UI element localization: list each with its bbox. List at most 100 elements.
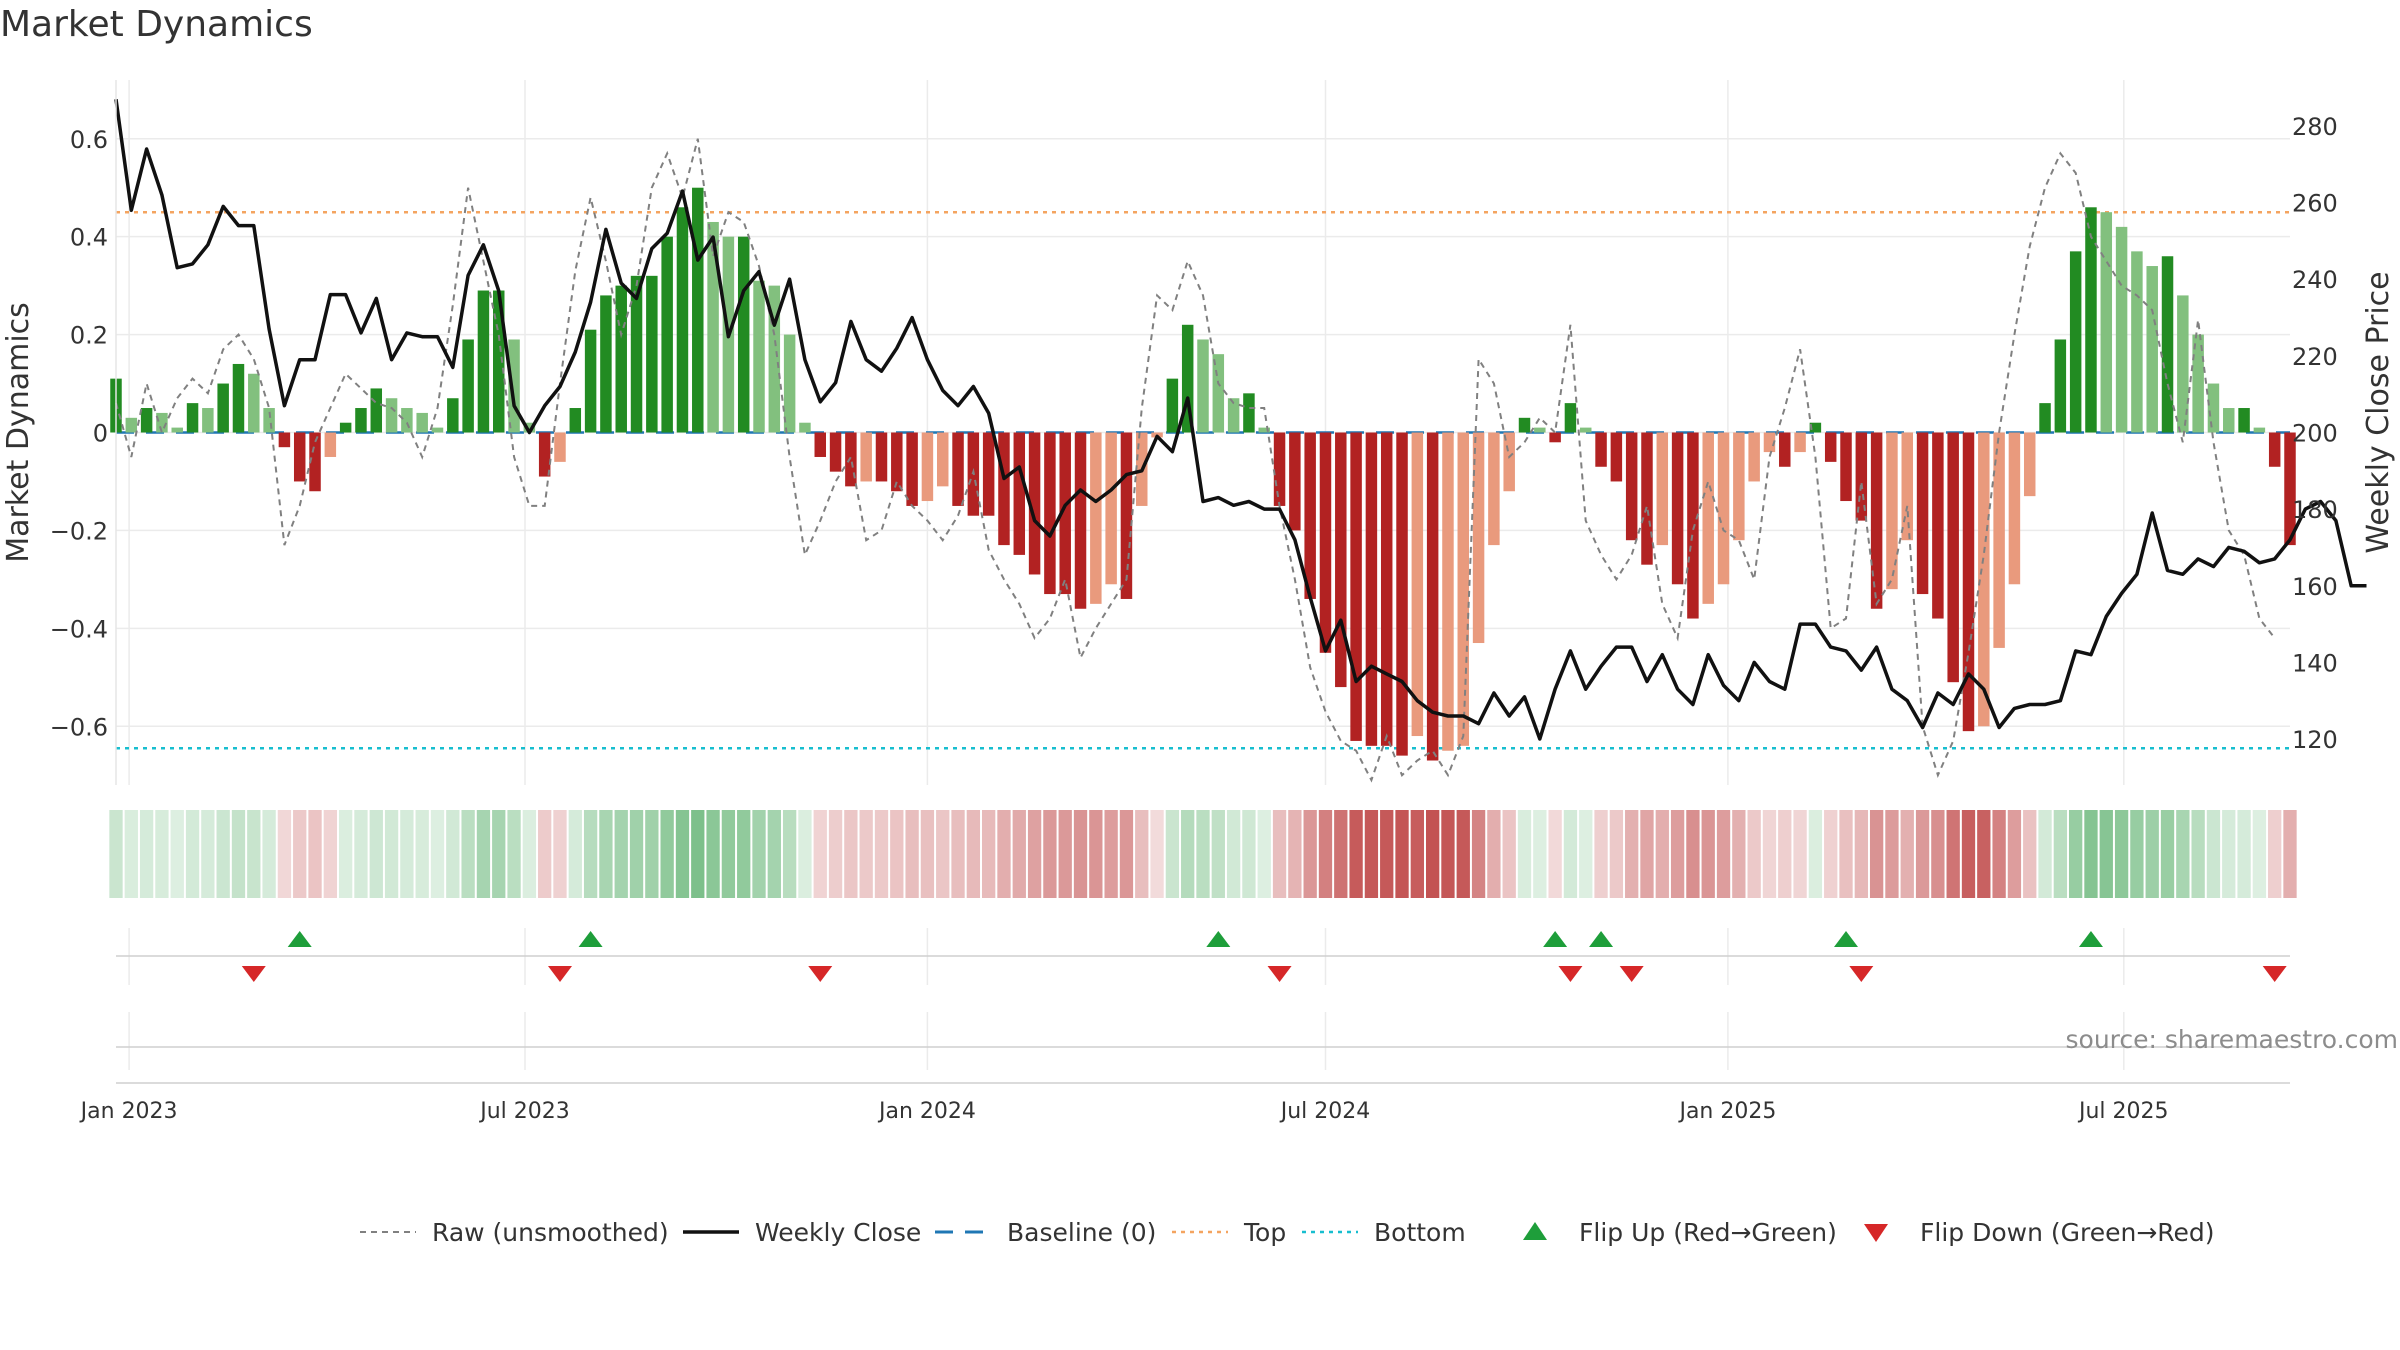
bar <box>799 422 811 433</box>
bar-series <box>110 187 2296 761</box>
regime-cell <box>1303 810 1317 898</box>
regime-cell <box>308 810 322 898</box>
bar <box>982 432 995 516</box>
regime-cell <box>1150 810 1164 898</box>
bar <box>538 432 551 477</box>
left-tick-label: −0.4 <box>50 615 108 643</box>
legend-swatch <box>1864 1224 1888 1242</box>
bar <box>263 408 275 433</box>
bar <box>523 422 536 433</box>
bar <box>1166 378 1179 433</box>
legend-item-triangle-down: Flip Down (Green→Red) <box>1864 1218 2215 1247</box>
regime-cell <box>2237 810 2251 898</box>
regime-cell <box>951 810 965 898</box>
bar <box>156 412 168 433</box>
raw-series <box>115 138 2276 783</box>
axes: 0.6 0.4 0.2 0 −0.2 −0.4 −0.6 280 260 240 220 200 180… <box>1 80 2396 785</box>
bar <box>278 432 291 448</box>
legend-item-dashed-blue: Baseline (0) <box>935 1218 1156 1247</box>
bar <box>554 432 566 462</box>
bar <box>508 339 520 433</box>
flip-up-marker <box>1589 931 1614 947</box>
regime-cell <box>247 810 261 898</box>
legend-item-dashed-gray: Raw (unsmoothed) <box>360 1218 669 1247</box>
regime-cell <box>507 810 521 898</box>
bar <box>1580 427 1592 433</box>
regime-cell <box>538 810 552 898</box>
bar <box>661 236 673 433</box>
bar <box>2238 408 2250 433</box>
regime-cell <box>124 810 138 898</box>
legend-item-dotted-orange: Top <box>1172 1218 1286 1247</box>
right-tick-label: 220 <box>2292 343 2338 371</box>
left-tick-label: 0.2 <box>70 322 108 350</box>
bar <box>416 412 428 433</box>
regime-cell <box>844 810 858 898</box>
bar <box>998 432 1010 546</box>
regime-cell <box>201 810 215 898</box>
regime-cell <box>2176 810 2190 898</box>
weekly-close-line <box>114 98 2367 741</box>
x-axis: Jan 2023 Jul 2023 Jan 2024 Jul 2024 Jan 2025… <box>79 1046 2290 1124</box>
bar <box>232 363 245 433</box>
bar <box>1258 427 1270 433</box>
bar <box>569 408 582 433</box>
bar <box>1411 432 1424 737</box>
regime-cell <box>997 810 1011 898</box>
flip-up-marker <box>2078 931 2103 947</box>
legend: Raw (unsmoothed) Weekly Close Baseline (0)… <box>360 1218 2215 1247</box>
regime-cell <box>1517 810 1532 898</box>
bar <box>1702 432 1714 604</box>
regime-cell <box>752 810 766 898</box>
regime-cell <box>782 810 797 898</box>
regime-cell <box>1992 810 2006 898</box>
regime-cell <box>1257 810 1271 898</box>
regime-cell <box>1058 810 1072 898</box>
regime-cell <box>1686 810 1700 898</box>
bar <box>1794 432 1806 453</box>
flip-down-marker <box>241 966 266 982</box>
bar <box>2253 427 2266 433</box>
regime-cell <box>1471 810 1486 898</box>
bar <box>202 408 214 433</box>
regime-cell <box>293 810 307 898</box>
regime-cell <box>721 810 736 898</box>
right-tick-label: 200 <box>2292 420 2338 448</box>
bar <box>921 432 934 502</box>
bar <box>1610 432 1623 482</box>
bar <box>125 417 138 433</box>
bar <box>1978 432 1990 727</box>
bar <box>1534 427 1546 433</box>
regime-cell <box>1165 810 1180 898</box>
close-series <box>114 98 2367 741</box>
right-tick-label: 140 <box>2292 649 2338 677</box>
bar <box>1105 432 1117 585</box>
bar <box>2207 383 2220 433</box>
bar <box>1013 432 1026 555</box>
bar <box>1886 432 1898 590</box>
regime-cell <box>216 810 230 898</box>
bar <box>2146 266 2158 433</box>
regime-cell <box>1732 810 1746 898</box>
regime-cell <box>1579 810 1593 898</box>
regime-cell <box>1242 810 1256 898</box>
bar <box>707 221 719 433</box>
bar <box>309 432 321 492</box>
bar <box>1488 432 1500 546</box>
bar <box>692 187 704 433</box>
bar <box>2284 432 2296 546</box>
bar <box>1028 432 1041 575</box>
bar <box>737 236 750 433</box>
regime-cell <box>706 810 720 898</box>
bar <box>431 427 444 433</box>
regime-cell <box>1931 810 1945 898</box>
regime-cell <box>1977 810 1991 898</box>
bar <box>1870 432 1883 609</box>
regime-cell <box>1747 810 1761 898</box>
bar <box>1733 432 1745 541</box>
bar <box>2177 295 2189 433</box>
regime-cell <box>1027 810 1042 898</box>
regime-cell <box>2099 810 2113 898</box>
bar <box>1518 417 1531 433</box>
